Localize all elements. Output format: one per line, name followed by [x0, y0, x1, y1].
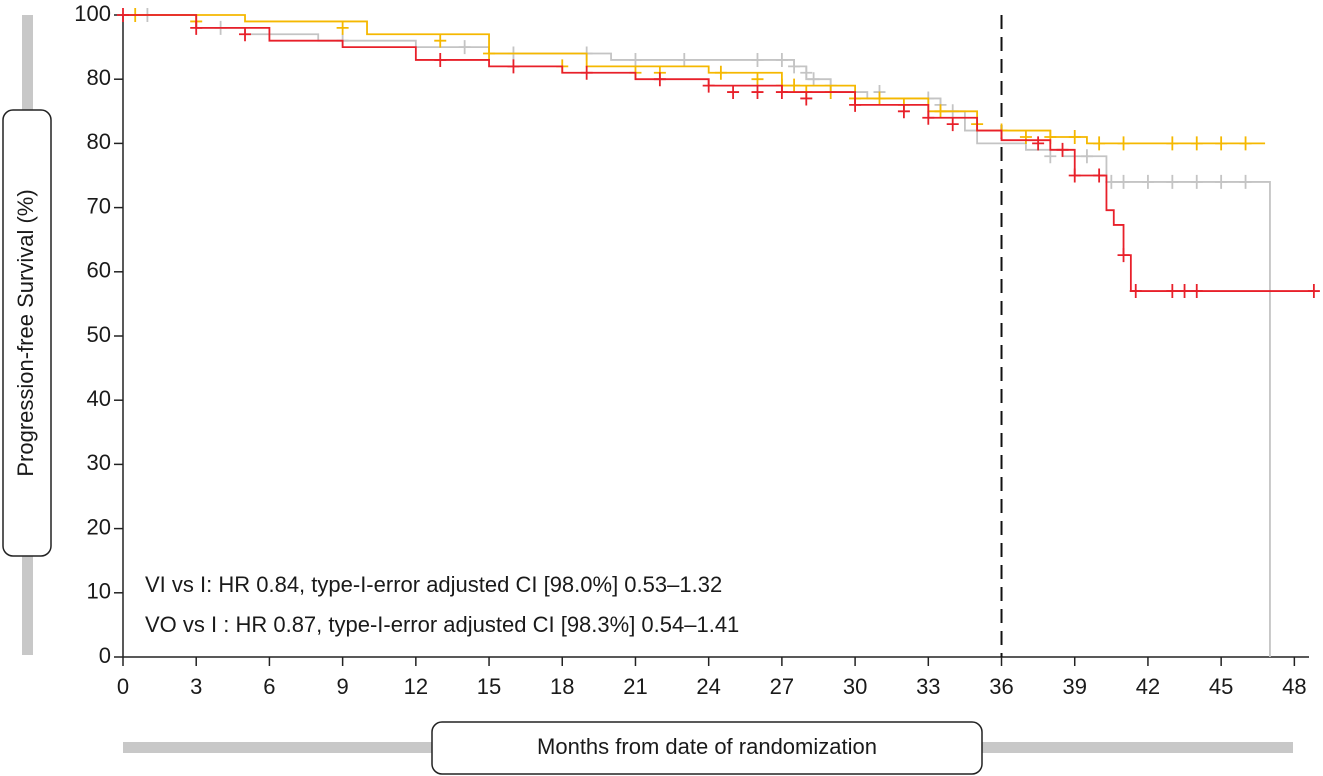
censor-mark: [788, 78, 801, 93]
annotation: VI vs I: HR 0.84, type-I-error adjusted …: [145, 572, 722, 597]
censor-mark: [1093, 168, 1106, 183]
censor-mark: [775, 52, 788, 67]
censor-mark: [434, 33, 447, 48]
x-tick-label: 6: [263, 674, 275, 699]
censor-mark: [483, 46, 496, 61]
censor-mark: [1032, 136, 1045, 151]
censor-mark: [727, 85, 740, 100]
y-tick-label: 80: [87, 65, 111, 90]
y-tick-label: 0: [99, 643, 111, 668]
censor-mark: [117, 8, 129, 22]
censor-mark: [580, 65, 593, 80]
censor-mark: [1093, 136, 1106, 151]
censor-mark: [1215, 174, 1228, 189]
censor-mark: [653, 72, 666, 87]
censor-mark: [1019, 129, 1032, 144]
censor-mark: [849, 97, 862, 112]
censor-mark: [714, 65, 727, 80]
x-tick-label: 12: [404, 674, 428, 699]
x-label-box: [431, 721, 983, 775]
censor-mark: [788, 59, 801, 74]
censor-mark: [458, 40, 471, 55]
y-tick-label: 50: [87, 322, 111, 347]
censor-mark: [1190, 174, 1203, 189]
survival-curve: [123, 14, 1314, 292]
censor-mark: [239, 27, 252, 42]
x-tick-label: 48: [1282, 674, 1306, 699]
x-tick-label: 36: [989, 674, 1013, 699]
censor-mark: [1141, 174, 1154, 189]
y-label-box: [2, 109, 52, 557]
censor-mark: [946, 117, 959, 132]
censor-mark: [1080, 149, 1093, 164]
censor-mark: [1117, 136, 1130, 151]
censor-mark: [800, 65, 813, 80]
censor-mark: [873, 91, 886, 106]
x-tick-label: 33: [916, 674, 940, 699]
censor-mark: [629, 52, 642, 67]
survival-curve: [123, 14, 1271, 657]
y-tick-label: 80: [87, 129, 111, 154]
x-tick-label: 0: [117, 674, 129, 699]
y-tick-label: 10: [87, 579, 111, 604]
x-tick-label: 21: [623, 674, 647, 699]
x-tick-label: 9: [337, 674, 349, 699]
censor-mark: [1239, 136, 1252, 151]
censor-mark: [1129, 284, 1142, 299]
censor-mark: [922, 110, 935, 125]
x-tick-label: 27: [770, 674, 794, 699]
censor-mark: [336, 20, 349, 35]
y-tick-label: 20: [87, 514, 111, 539]
annotation: VO vs I : HR 0.87, type-I-error adjusted…: [145, 612, 739, 637]
censor-mark: [1068, 129, 1081, 144]
censor-mark: [434, 52, 447, 67]
x-tick-label: 30: [843, 674, 867, 699]
y-tick-label: 70: [87, 193, 111, 218]
censor-mark: [751, 52, 764, 67]
censor-mark: [1178, 284, 1191, 299]
y-tick-label: 30: [87, 450, 111, 475]
censor-mark: [800, 91, 813, 106]
y-axis-label: Progression-free Survival (%): [13, 189, 38, 476]
censor-mark: [751, 85, 764, 100]
censor-mark: [1117, 174, 1130, 189]
censor-mark: [702, 78, 715, 93]
x-tick-label: 24: [696, 674, 720, 699]
censor-mark: [775, 85, 788, 100]
x-tick-label: 39: [1062, 674, 1086, 699]
y-tick-label: 60: [87, 258, 111, 283]
censor-mark: [1190, 284, 1203, 299]
censor-mark: [1239, 174, 1252, 189]
censor-mark: [934, 104, 947, 119]
x-tick-label: 3: [190, 674, 202, 699]
censor-mark: [1166, 136, 1179, 151]
censor-mark: [1307, 284, 1320, 299]
x-axis-label: Months from date of randomization: [537, 734, 877, 759]
censor-mark: [807, 72, 820, 87]
censor-mark: [897, 104, 910, 119]
x-tick-label: 45: [1209, 674, 1233, 699]
censor-mark: [190, 20, 203, 35]
censor-mark: [507, 59, 520, 74]
x-tick-label: 18: [550, 674, 574, 699]
x-tick-label: 42: [1136, 674, 1160, 699]
y-tick-label: 100: [74, 1, 111, 26]
censor-mark: [1056, 142, 1069, 157]
censor-mark: [751, 72, 764, 87]
x-tick-label: 15: [477, 674, 501, 699]
y-tick-label: 40: [87, 386, 111, 411]
censor-mark: [1068, 168, 1081, 183]
censor-mark: [1117, 248, 1130, 263]
censor-mark: [1044, 149, 1057, 164]
censor-mark: [1166, 174, 1179, 189]
censor-mark: [678, 52, 691, 67]
censor-mark: [1215, 136, 1228, 151]
censor-mark: [1190, 136, 1203, 151]
censor-mark: [1166, 284, 1179, 299]
